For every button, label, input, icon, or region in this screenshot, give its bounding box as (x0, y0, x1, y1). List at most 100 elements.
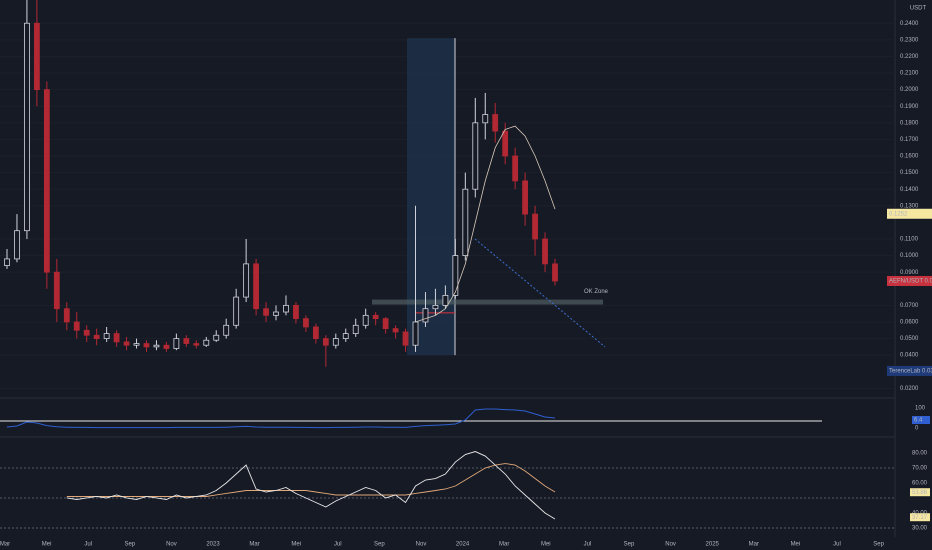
y-tick-label: 0.0200 (900, 386, 919, 392)
price-badge-label: AEFN/USDT 0.0847 (889, 279, 932, 285)
y-tick-label: 0.1600 (900, 154, 919, 160)
trend-line (474, 238, 606, 348)
price-badge (887, 275, 932, 286)
candle-body (33, 22, 40, 91)
candle-body (73, 321, 80, 331)
price-badge-label: 0.1252 (889, 211, 908, 217)
y-tick-label: 0.2100 (900, 71, 919, 77)
y-tick-label: 0.2000 (900, 87, 919, 93)
candle-body (113, 333, 120, 343)
p2-tick-label: 80.00 (912, 451, 928, 457)
candle-body (332, 338, 339, 346)
y-tick-label: 0.0500 (900, 336, 919, 342)
ma-line (415, 125, 556, 323)
candle-body (452, 255, 459, 296)
candle-body (392, 328, 399, 333)
p2-badge (910, 513, 930, 522)
x-tick-label: Nov (166, 542, 177, 548)
p1-tick-label: 100 (915, 406, 926, 412)
x-tick-label: Sep (374, 542, 385, 548)
x-tick-label: Sep (624, 542, 635, 548)
candle-body (362, 314, 369, 326)
candle-body (552, 263, 558, 282)
x-tick-label: Mei (541, 542, 551, 548)
candle-body (143, 343, 150, 348)
candle-body (542, 238, 548, 265)
candle-body (402, 331, 409, 346)
p1-tick-label: 0 (915, 426, 919, 432)
candle-body (522, 180, 529, 215)
y-tick-label: 0.1300 (900, 203, 919, 209)
candle-body (153, 344, 160, 348)
p2-tick-label: 30.00 (912, 526, 928, 532)
x-tick-label: Jul (84, 542, 92, 548)
candle-body (312, 326, 319, 339)
p2-tick-label: 70.00 (912, 466, 928, 472)
price-badge (887, 208, 932, 219)
y-tick-label: 0.1700 (900, 137, 919, 143)
candle-body (372, 314, 379, 320)
candle-body (163, 344, 170, 349)
p1-line (6, 408, 556, 429)
candle-body (233, 296, 240, 326)
x-tick-label: Mar (249, 542, 259, 548)
y-tick-label: 0.2300 (900, 37, 919, 43)
candle-body (482, 114, 489, 124)
x-tick-label: Nov (416, 542, 427, 548)
p2-badge (910, 488, 930, 497)
candle-body (273, 311, 279, 316)
candle-body (63, 308, 70, 323)
x-tick-label: Jul (584, 542, 592, 548)
candle-body (203, 339, 210, 346)
x-tick-label: Mei (291, 542, 301, 548)
ok-zone (372, 299, 603, 305)
x-tick-label: Mar (0, 542, 10, 548)
candle-body (472, 122, 479, 190)
y-tick-label: 0.1500 (900, 170, 919, 176)
candle-body (193, 343, 200, 346)
candle-body (502, 130, 509, 157)
candle-body (4, 258, 10, 266)
candle-body (263, 308, 269, 316)
p1-badge-label: 6.4 (914, 418, 923, 424)
candle-body (442, 295, 449, 306)
candle-body (342, 333, 349, 339)
price-badge-label: TerenceLab 0.0305 (889, 369, 932, 375)
y-tick-label: 0.0400 (900, 353, 919, 359)
y-tick-label: 0.1400 (900, 187, 919, 193)
x-tick-label: 2024 (456, 542, 470, 548)
ok-zone-label: OK Zone (584, 289, 609, 295)
y-tick-label: 0.1900 (900, 104, 919, 110)
candle-body (303, 318, 309, 328)
candle-body (14, 230, 20, 260)
candle-body (93, 334, 100, 339)
candle-body (293, 304, 299, 320)
y-tick-label: 0.0600 (900, 320, 919, 326)
y-tick-label: 0.1000 (900, 253, 919, 259)
y-tick-label: 0.1100 (900, 237, 919, 243)
p2-tick-label: 60.00 (912, 481, 928, 487)
p2-badge-label: 53.86 (912, 490, 928, 496)
x-tick-label: 2025 (706, 542, 720, 548)
candle-body (123, 341, 130, 346)
candle-body (492, 114, 499, 132)
candle-body (223, 324, 230, 336)
x-tick-label: Sep (124, 542, 135, 548)
candle-body (243, 263, 250, 298)
x-tick-label: Jul (833, 542, 841, 548)
x-tick-label: Mei (42, 542, 52, 548)
candle-body (432, 304, 439, 310)
y-tick-label: 0.0700 (900, 303, 919, 309)
y-tick-label: 0.2200 (900, 54, 919, 60)
candle-body (532, 213, 538, 240)
x-tick-label: Jul (334, 542, 342, 548)
p1-badge (912, 416, 930, 424)
candle-body (213, 334, 220, 341)
y-tick-label: 0.1800 (900, 120, 919, 126)
x-tick-label: Sep (873, 542, 884, 548)
x-tick-label: Mar (499, 542, 509, 548)
y-tick-label: 0.0900 (900, 270, 919, 276)
candle-body (253, 263, 259, 310)
